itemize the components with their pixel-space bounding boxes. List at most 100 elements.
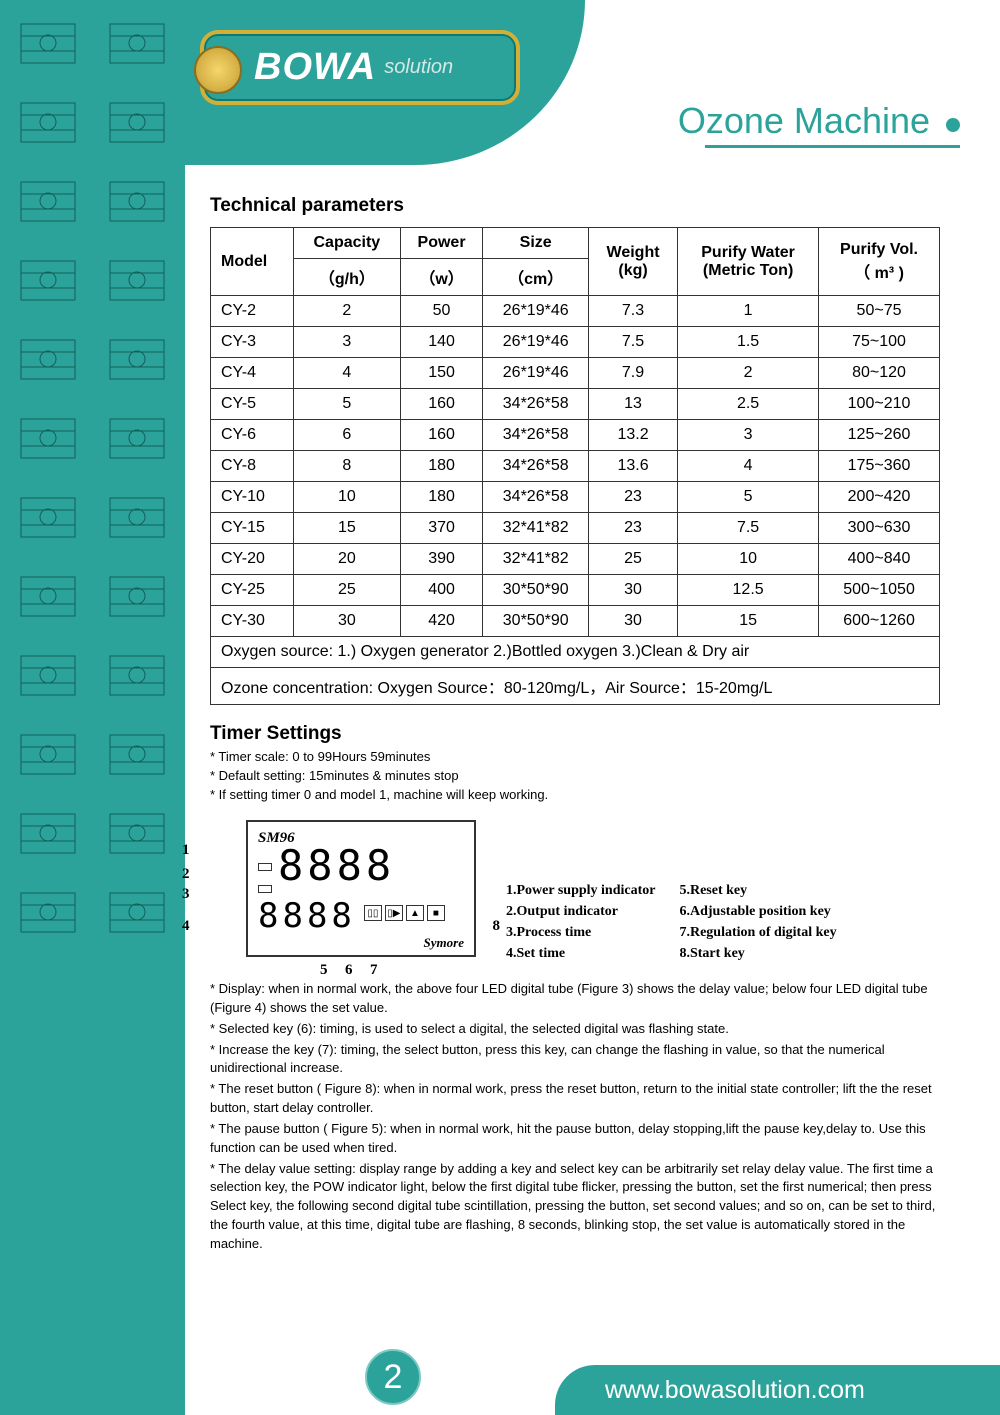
cell-weight: 7.5 (588, 327, 677, 358)
cell-vol: 200~420 (819, 482, 940, 513)
spec-table: Model Capacity Power Size Weight (kg) Pu… (210, 227, 940, 705)
callout-5: 5 (320, 962, 328, 979)
schematic-icon (95, 638, 180, 713)
th-vol: Purify Vol. （ m³ ) (819, 228, 940, 296)
cell-power: 370 (400, 513, 483, 544)
th-capacity: Capacity (294, 228, 401, 259)
callout-7: 7 (370, 962, 378, 979)
cell-model: CY-20 (211, 544, 294, 575)
schematic-icon (6, 875, 91, 950)
lcd-digits-bottom: 8888 (258, 899, 356, 933)
footer-bar: www.bowasolution.com (555, 1365, 1000, 1415)
th-water-label: Purify Water (686, 244, 810, 262)
cell-size: 32*41*82 (483, 544, 589, 575)
tech-params-title: Technical parameters (210, 195, 940, 217)
legend-item: 7.Regulation of digital key (679, 922, 836, 943)
page-title: Ozone Machine (678, 100, 930, 142)
cell-water: 3 (678, 420, 819, 451)
cell-size: 34*26*58 (483, 389, 589, 420)
cell-weight: 30 (588, 575, 677, 606)
cell-size: 26*19*46 (483, 296, 589, 327)
cell-model: CY-25 (211, 575, 294, 606)
cell-model: CY-10 (211, 482, 294, 513)
cell-weight: 30 (588, 606, 677, 637)
schematic-icon (6, 559, 91, 634)
cell-water: 12.5 (678, 575, 819, 606)
th-model: Model (211, 228, 294, 296)
sidebar (0, 0, 185, 1415)
schematic-icon (95, 322, 180, 397)
cell-power: 390 (400, 544, 483, 575)
table-row: CY-3 3 140 26*19*46 7.5 1.5 75~100 (211, 327, 940, 358)
play-icon: ▯▶ (385, 905, 403, 921)
sidebar-schematic-grid (0, 0, 185, 956)
cell-size: 32*41*82 (483, 513, 589, 544)
th-power: Power (400, 228, 483, 259)
cell-weight: 25 (588, 544, 677, 575)
lcd-panel: SM96 8888 8888 ▯▯ ▯▶ ▲ ■ (246, 820, 476, 957)
cell-vol: 500~1050 (819, 575, 940, 606)
th-capacity-unit: （g/h） (294, 259, 401, 296)
indicator-icon (258, 863, 272, 871)
schematic-icon (95, 85, 180, 160)
cell-size: 34*26*58 (483, 420, 589, 451)
cell-water: 15 (678, 606, 819, 637)
schematic-icon (6, 480, 91, 555)
lcd-button-row: ▯▯ ▯▶ ▲ ■ (364, 905, 445, 921)
cell-water: 7.5 (678, 513, 819, 544)
table-row: CY-2 2 50 26*19*46 7.3 1 50~75 (211, 296, 940, 327)
table-row: CY-10 10 180 34*26*58 23 5 200~420 (211, 482, 940, 513)
schematic-icon (6, 85, 91, 160)
cell-weight: 23 (588, 513, 677, 544)
detail-line: * The reset button ( Figure 8): when in … (210, 1080, 940, 1118)
schematic-icon (95, 243, 180, 318)
cell-weight: 13.2 (588, 420, 677, 451)
cell-capacity: 3 (294, 327, 401, 358)
cell-vol: 300~630 (819, 513, 940, 544)
cell-vol: 80~120 (819, 358, 940, 389)
legend-item: 8.Start key (679, 943, 836, 964)
table-footer-1: Oxygen source: 1.) Oxygen generator 2.)B… (211, 637, 940, 668)
th-vol-label: Purify Vol. (827, 241, 931, 259)
detail-line: * The pause button ( Figure 5): when in … (210, 1120, 940, 1158)
cell-power: 400 (400, 575, 483, 606)
cell-model: CY-15 (211, 513, 294, 544)
cell-vol: 175~360 (819, 451, 940, 482)
callout-6: 6 (345, 962, 353, 979)
cell-vol: 125~260 (819, 420, 940, 451)
cell-model: CY-6 (211, 420, 294, 451)
cell-model: CY-8 (211, 451, 294, 482)
schematic-icon (6, 401, 91, 476)
cell-capacity: 10 (294, 482, 401, 513)
cell-weight: 13 (588, 389, 677, 420)
th-size-unit: （cm） (483, 259, 589, 296)
cell-water: 1.5 (678, 327, 819, 358)
timer-note: * If setting timer 0 and model 1, machin… (210, 787, 940, 802)
table-row: CY-20 20 390 32*41*82 25 10 400~840 (211, 544, 940, 575)
brand-name: BOWA (254, 46, 376, 89)
schematic-icon (95, 796, 180, 871)
callout-3: 3 (182, 886, 190, 903)
th-weight-label: Weight (597, 244, 669, 262)
logo-badge: BOWA solution (200, 30, 520, 105)
schematic-icon (6, 164, 91, 239)
callout-8: 8 (493, 918, 501, 935)
cell-size: 30*50*90 (483, 606, 589, 637)
cell-size: 30*50*90 (483, 575, 589, 606)
schematic-icon (6, 717, 91, 792)
table-row: CY-4 4 150 26*19*46 7.9 2 80~120 (211, 358, 940, 389)
schematic-icon (6, 6, 91, 81)
cell-power: 160 (400, 389, 483, 420)
cell-capacity: 4 (294, 358, 401, 389)
cell-water: 2 (678, 358, 819, 389)
cell-size: 34*26*58 (483, 451, 589, 482)
cell-weight: 13.6 (588, 451, 677, 482)
cell-capacity: 30 (294, 606, 401, 637)
table-row: CY-6 6 160 34*26*58 13.2 3 125~260 (211, 420, 940, 451)
th-size: Size (483, 228, 589, 259)
cell-weight: 23 (588, 482, 677, 513)
website-url: www.bowasolution.com (605, 1376, 865, 1405)
indicator-icon (258, 885, 272, 893)
schematic-icon (95, 559, 180, 634)
callout-1: 1 (182, 842, 190, 859)
